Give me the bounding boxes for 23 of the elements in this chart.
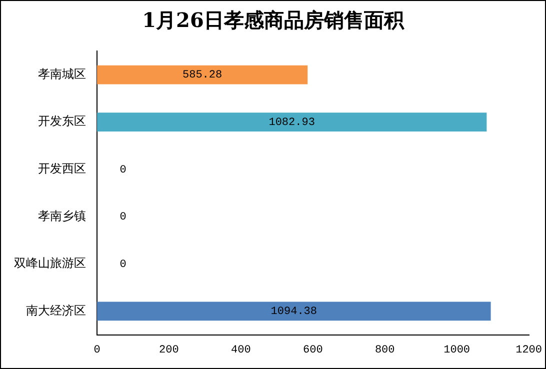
y-tick-label: 开发东区 <box>38 114 86 128</box>
data-label: 1094.38 <box>270 306 318 318</box>
x-tick-label: 0 <box>94 344 100 356</box>
data-label: 1082.93 <box>268 117 315 130</box>
data-label: 585.28 <box>182 70 222 82</box>
data-label: 0 <box>120 212 126 224</box>
chart-title: 1月26日孝感商品房销售面积 <box>141 7 406 34</box>
bar <box>97 65 308 84</box>
x-tick-label: 400 <box>231 344 251 356</box>
x-tick-label: 800 <box>374 344 395 356</box>
bar <box>97 302 491 321</box>
data-label: 0 <box>120 258 126 271</box>
y-tick-label: 开发西区 <box>38 161 86 176</box>
y-tick-label: 孝南城区 <box>38 66 86 81</box>
bar <box>97 112 487 132</box>
x-tick-label: 200 <box>159 344 179 356</box>
y-tick-label: 双峰山旅游区 <box>14 256 86 270</box>
x-tick-label: 600 <box>302 344 323 356</box>
y-tick-label: 南大经济区 <box>26 303 86 318</box>
y-tick-label: 孝南乡镇 <box>38 208 86 223</box>
data-label: 0 <box>120 164 126 176</box>
x-tick-label: 1200 <box>516 344 542 356</box>
x-tick-label: 1000 <box>444 344 470 356</box>
